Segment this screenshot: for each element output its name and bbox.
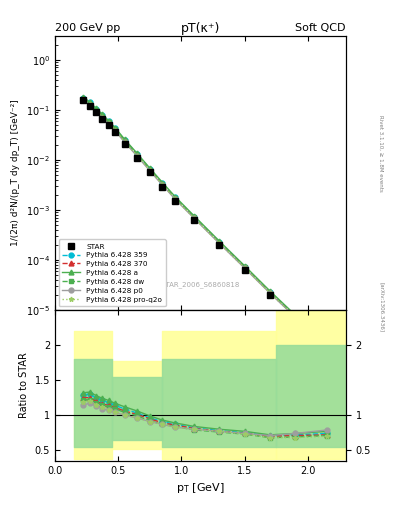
X-axis label: p$_\mathregular{T}$ [GeV]: p$_\mathregular{T}$ [GeV] bbox=[176, 481, 225, 495]
Legend: STAR, Pythia 6.428 359, Pythia 6.428 370, Pythia 6.428 a, Pythia 6.428 dw, Pythi: STAR, Pythia 6.428 359, Pythia 6.428 370… bbox=[59, 239, 165, 306]
Text: Rivet 3.1.10, ≥ 1.8M events: Rivet 3.1.10, ≥ 1.8M events bbox=[379, 115, 384, 192]
Title: pT(κ⁺): pT(κ⁺) bbox=[181, 22, 220, 35]
Y-axis label: Ratio to STAR: Ratio to STAR bbox=[19, 352, 29, 418]
Text: Soft QCD: Soft QCD bbox=[296, 23, 346, 33]
Text: [arXiv:1306.3436]: [arXiv:1306.3436] bbox=[379, 282, 384, 332]
Y-axis label: 1/(2π) d²N/(p_T dy dp_T) [GeV⁻²]: 1/(2π) d²N/(p_T dy dp_T) [GeV⁻²] bbox=[11, 99, 20, 246]
Text: 200 GeV pp: 200 GeV pp bbox=[55, 23, 120, 33]
Text: STAR_2006_S6860818: STAR_2006_S6860818 bbox=[161, 281, 240, 288]
